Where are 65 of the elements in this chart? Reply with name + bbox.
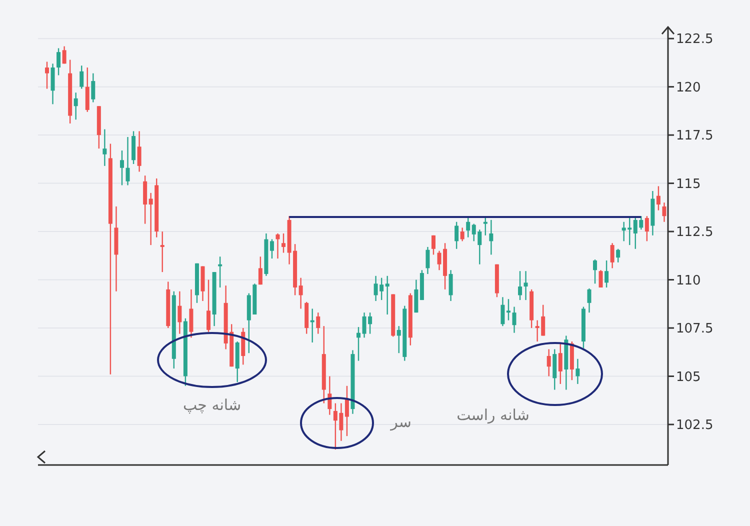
candlestick xyxy=(62,46,66,64)
candlestick xyxy=(616,248,620,263)
y-tick-label: 112.5 xyxy=(676,225,714,240)
candlestick xyxy=(656,186,660,211)
candlestick xyxy=(276,232,280,260)
y-tick-label: 105 xyxy=(676,370,701,385)
candlestick xyxy=(546,348,551,377)
candlestick xyxy=(518,270,522,301)
candlestick xyxy=(448,270,453,302)
candlestick xyxy=(344,385,349,437)
candlestick xyxy=(489,219,494,256)
candlestick xyxy=(460,227,464,242)
candlestick xyxy=(506,298,510,321)
candlestick xyxy=(80,64,84,90)
candlestick xyxy=(91,72,96,103)
candlestick xyxy=(426,246,430,275)
y-tick-label: 110 xyxy=(676,273,701,288)
candlestick xyxy=(189,288,194,338)
candlestick xyxy=(206,279,211,332)
candlestick xyxy=(454,221,459,250)
candlestick xyxy=(500,296,505,327)
candlestick xyxy=(587,288,592,314)
candlestick xyxy=(414,279,418,314)
candlestick xyxy=(258,256,262,286)
candlestick xyxy=(466,215,470,238)
candlestick xyxy=(270,238,274,260)
y-tick-label: 107.5 xyxy=(676,322,714,337)
y-tick-label: 117.5 xyxy=(676,128,714,144)
y-tick-label: 120 xyxy=(676,80,701,96)
annotation: شانه راست xyxy=(456,406,530,424)
candlestick xyxy=(120,150,124,186)
candlestick xyxy=(50,63,55,105)
candlestick xyxy=(282,232,286,254)
candlestick xyxy=(598,270,603,288)
candlestick xyxy=(431,234,436,256)
candlestick xyxy=(143,174,148,224)
candlestick xyxy=(178,290,182,334)
annotation: سر xyxy=(390,413,412,431)
candlestick xyxy=(126,136,130,186)
candlestick xyxy=(512,306,516,334)
candlestick xyxy=(593,258,598,284)
candlestick xyxy=(662,202,666,222)
candlestick xyxy=(137,130,142,172)
candlestick xyxy=(45,61,49,90)
candlestick xyxy=(85,66,90,112)
candlestick xyxy=(558,342,562,385)
candlestick xyxy=(644,215,649,242)
candlestick xyxy=(56,48,61,76)
candlestick xyxy=(160,230,164,273)
annotation: شانه چپ xyxy=(182,396,242,414)
candlestick xyxy=(298,277,303,310)
candlestick xyxy=(610,242,614,269)
candlestick xyxy=(524,270,528,301)
candlestick xyxy=(576,358,580,385)
y-tick-label: 102.5 xyxy=(676,418,714,434)
candlestick xyxy=(483,215,488,236)
candlestick xyxy=(316,312,320,334)
y-tick-label: 122.5 xyxy=(676,32,714,48)
candlestick xyxy=(604,260,609,288)
candlestick xyxy=(356,326,360,362)
candlestick xyxy=(102,128,107,167)
candlestick xyxy=(74,92,78,120)
y-tick-label: 115 xyxy=(676,176,701,192)
candlestick xyxy=(218,256,222,288)
candlestick xyxy=(385,275,390,316)
